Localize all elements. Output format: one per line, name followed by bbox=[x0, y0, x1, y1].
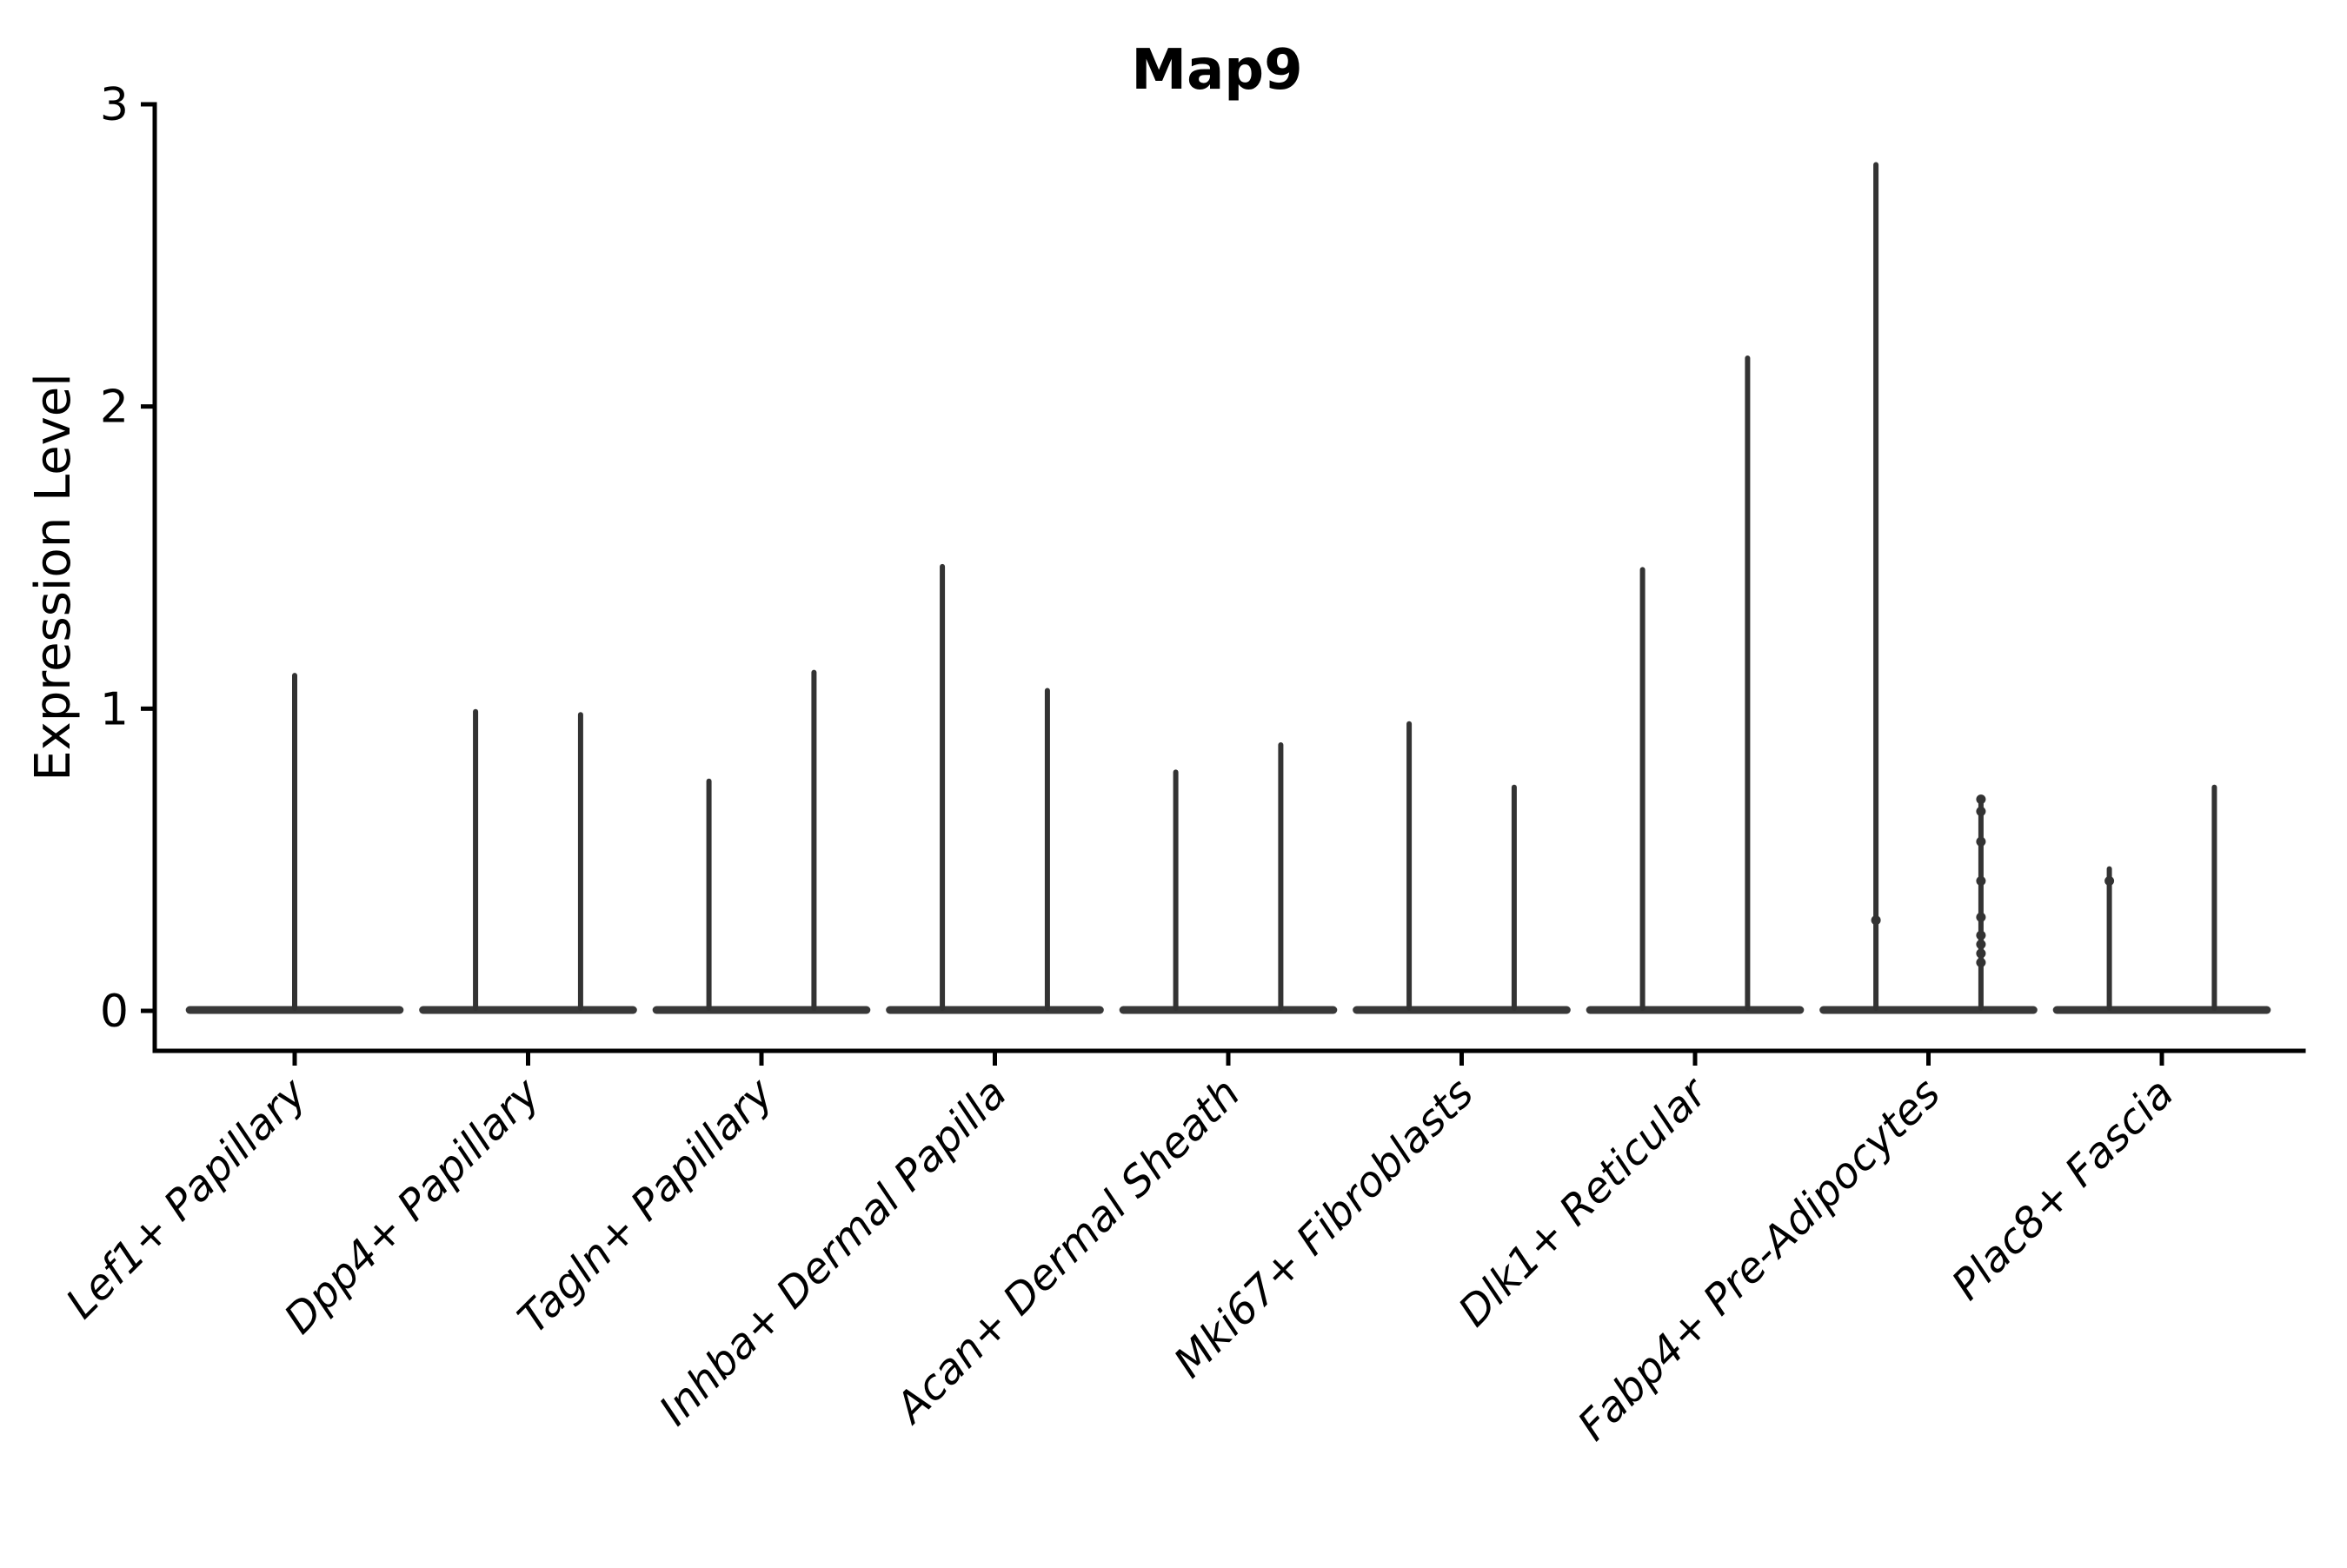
expression-point bbox=[1976, 794, 1986, 805]
expression-point bbox=[1976, 876, 1986, 887]
x-tick-label: Dpp4+ Papillary bbox=[275, 1068, 549, 1343]
expression-point bbox=[1976, 948, 1986, 959]
expression-point bbox=[1871, 915, 1881, 926]
violin-category bbox=[2052, 784, 2271, 1014]
expression-point bbox=[1976, 930, 1986, 940]
y-tick-label: 1 bbox=[100, 683, 129, 735]
violin-category bbox=[419, 708, 637, 1014]
expression-point bbox=[1976, 957, 1986, 967]
expression-point bbox=[1976, 836, 1986, 847]
expression-point bbox=[1976, 807, 1986, 817]
x-tick-label: Tagln+ Papillary bbox=[509, 1068, 783, 1343]
y-axis-ticks: 0 1 2 3 bbox=[100, 79, 155, 1038]
x-tick-label: Plac8+ Fascia bbox=[1943, 1069, 2184, 1310]
violins-group bbox=[185, 162, 2271, 1014]
violin-category bbox=[1586, 355, 1805, 1014]
x-tick-label: Dlk1+ Reticular bbox=[1449, 1067, 1719, 1337]
violin-category bbox=[185, 673, 404, 1014]
y-tick-label: 3 bbox=[100, 79, 129, 131]
chart-title: Map9 bbox=[1131, 38, 1302, 103]
expression-point bbox=[1976, 940, 1986, 950]
violin-category bbox=[1353, 721, 1571, 1014]
y-axis-label: Expression Level bbox=[25, 373, 82, 781]
y-tick-label: 0 bbox=[100, 986, 129, 1038]
violin-category bbox=[886, 563, 1104, 1014]
violin-category bbox=[1819, 162, 2038, 1014]
expression-point bbox=[2104, 876, 2115, 887]
violin-category bbox=[1119, 742, 1338, 1014]
y-tick-label: 2 bbox=[100, 382, 129, 434]
expression-point bbox=[1976, 912, 1986, 922]
violin-category bbox=[652, 669, 871, 1014]
x-tick-label: Lef1+ Papillary bbox=[57, 1068, 316, 1328]
